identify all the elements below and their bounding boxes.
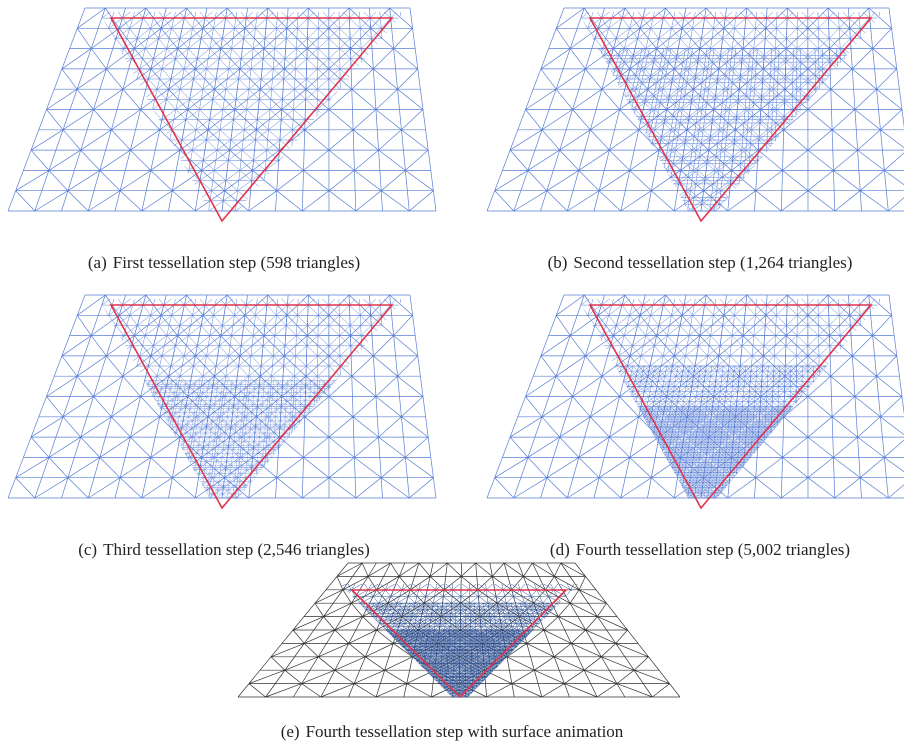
label: (a) <box>88 253 107 272</box>
caption-e: (e) Fourth tessellation step with surface… <box>281 722 624 741</box>
mesh-fine <box>8 380 436 498</box>
caption-b: (b) Second tessellation step (1,264 trian… <box>548 253 853 272</box>
caption-c: (c) Third tessellation step (2,546 triang… <box>78 540 370 559</box>
label: (d) <box>550 540 570 559</box>
mesh-panel <box>238 563 680 697</box>
mesh-panel <box>487 8 904 221</box>
caption: Second tessellation step (1,264 triangle… <box>573 253 852 272</box>
caption: Fourth tessellation step (5,002 triangle… <box>576 540 850 559</box>
label: (b) <box>548 253 568 272</box>
meshes <box>8 8 904 697</box>
caption: Fourth tessellation step with surface an… <box>306 722 624 741</box>
figure: (a) First tessellation step (598 triangle… <box>0 0 904 746</box>
caption: First tessellation step (598 triangles) <box>113 253 360 272</box>
label: (c) <box>78 540 97 559</box>
caption: Third tessellation step (2,546 triangles… <box>103 540 370 559</box>
caption-a: (a) First tessellation step (598 triangle… <box>88 253 360 272</box>
mesh-panel <box>487 295 904 508</box>
caption-d: (d) Fourth tessellation step (5,002 trian… <box>550 540 850 559</box>
mesh-fine <box>487 407 904 498</box>
label: (e) <box>281 722 300 741</box>
mesh-panel <box>8 8 436 221</box>
mesh-panel <box>8 295 436 508</box>
